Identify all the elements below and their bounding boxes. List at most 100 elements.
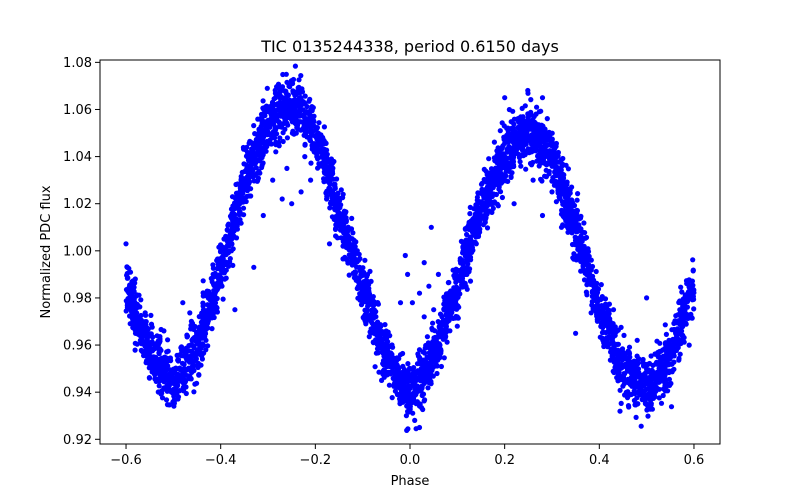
data-point (525, 90, 531, 96)
data-point (196, 372, 202, 378)
data-point (691, 306, 697, 312)
data-point (413, 401, 419, 407)
data-point (247, 164, 254, 170)
data-point (132, 326, 138, 332)
data-point (556, 195, 563, 201)
data-point (171, 403, 177, 409)
data-point (160, 367, 166, 373)
data-point (422, 397, 428, 403)
data-point (594, 306, 600, 312)
data-point (327, 205, 333, 211)
data-point (503, 173, 509, 179)
data-point (290, 113, 296, 120)
data-point (157, 356, 163, 362)
data-point (506, 107, 512, 113)
data-point (464, 231, 470, 238)
data-point (604, 344, 611, 350)
data-point (523, 166, 529, 172)
data-point (588, 281, 594, 287)
data-point (245, 175, 251, 181)
data-point (435, 319, 441, 325)
data-point (612, 346, 618, 352)
data-point (512, 140, 519, 146)
data-points (123, 63, 697, 433)
data-point (143, 322, 149, 328)
data-point (599, 319, 605, 325)
data-point (563, 223, 569, 229)
data-point (444, 339, 450, 345)
data-point (580, 267, 586, 273)
data-point (511, 121, 517, 127)
data-point (459, 271, 465, 277)
data-point (439, 320, 445, 326)
data-point (469, 226, 476, 232)
data-point (435, 348, 441, 354)
data-point (491, 191, 497, 197)
data-point (141, 353, 147, 359)
data-point (187, 310, 193, 316)
data-point (333, 198, 339, 204)
data-point (191, 389, 197, 395)
data-point (673, 313, 679, 319)
data-point (389, 395, 395, 401)
data-point (331, 181, 337, 187)
data-point (445, 295, 451, 301)
data-point-outlier (123, 241, 129, 247)
data-point (680, 302, 686, 308)
data-point (308, 123, 315, 129)
data-point (321, 165, 327, 171)
data-point (483, 207, 489, 213)
data-point (420, 367, 426, 373)
data-point (216, 281, 222, 287)
data-point (539, 178, 545, 184)
data-point-outlier (473, 241, 479, 247)
data-point (406, 386, 412, 392)
data-point (156, 364, 162, 370)
data-point (460, 250, 466, 256)
data-point (532, 128, 538, 135)
data-point (280, 130, 286, 136)
data-point (191, 326, 197, 333)
data-point (210, 265, 216, 271)
data-point (298, 96, 304, 102)
data-point (257, 131, 263, 137)
data-point (366, 334, 372, 340)
data-point (447, 289, 453, 296)
data-point (287, 97, 293, 103)
data-point (473, 234, 479, 240)
data-point (571, 202, 578, 209)
data-point (574, 229, 580, 235)
data-point (625, 363, 631, 369)
data-point (677, 327, 684, 334)
data-point (403, 371, 410, 377)
data-point (664, 349, 670, 355)
data-point (261, 146, 267, 152)
data-point (350, 251, 356, 257)
data-point (494, 201, 500, 207)
data-point (585, 249, 592, 255)
data-point (560, 182, 567, 188)
data-point (230, 262, 236, 268)
data-point (392, 388, 398, 394)
data-point (386, 382, 392, 388)
data-point (476, 211, 482, 217)
data-point (323, 169, 329, 175)
data-point (195, 339, 201, 346)
data-point (135, 318, 141, 324)
data-point (458, 238, 464, 244)
data-point (353, 258, 359, 264)
data-point (200, 278, 206, 284)
data-point (534, 104, 540, 110)
data-point (154, 333, 160, 339)
data-point (157, 338, 163, 344)
data-point (137, 333, 143, 339)
data-point (639, 397, 645, 403)
data-point (162, 386, 168, 392)
data-point (370, 339, 376, 345)
data-point (320, 135, 326, 141)
data-point (533, 111, 539, 117)
data-point (362, 312, 368, 318)
data-point (468, 257, 474, 263)
data-point (251, 123, 257, 129)
x-tick-label: 0.4 (589, 453, 610, 468)
